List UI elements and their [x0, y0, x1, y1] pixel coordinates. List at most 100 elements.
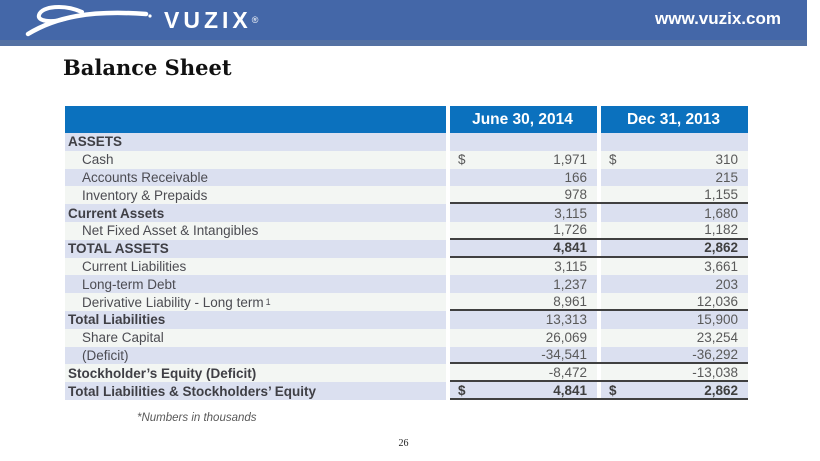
vuzix-swoosh-icon [25, 5, 152, 37]
column-gap [446, 328, 450, 347]
column-gap [446, 133, 450, 151]
column-gap [446, 106, 450, 133]
currency-symbol: $ [458, 382, 466, 398]
amount: 978 [564, 186, 587, 202]
column-gap [597, 257, 601, 276]
value-cell: 23,254 [601, 329, 748, 347]
amount: 23,254 [696, 330, 738, 346]
row-label: Share Capital [82, 330, 164, 346]
row-label: Current Liabilities [82, 258, 187, 274]
page-number: 26 [398, 438, 409, 449]
column-gap [597, 275, 601, 294]
column-gap [446, 204, 450, 222]
column-gap [446, 293, 450, 311]
column-gap [446, 168, 450, 187]
header-col-dec-2013: Dec 31, 2013 [601, 106, 748, 133]
value-cell: 2,862 [601, 240, 748, 256]
value-cell [450, 133, 597, 151]
value-cell: $2,862 [601, 382, 748, 398]
column-gap [446, 186, 450, 205]
website-url: www.vuzix.com [655, 9, 781, 28]
amount: -13,038 [692, 364, 738, 380]
row-label: Accounts Receivable [82, 169, 209, 185]
row-label: Total Liabilities & Stockholders’ Equity [68, 383, 317, 399]
row-label: ASSETS [68, 134, 123, 150]
value-cell: 1,182 [601, 222, 748, 238]
value-cell: 1,155 [601, 186, 748, 202]
row-label: Inventory & Prepaids [82, 187, 208, 203]
column-gap [597, 221, 601, 238]
column-gap [597, 186, 601, 203]
amount: 1,155 [704, 186, 738, 202]
table-row: Net Fixed Asset & Intangibles 1,726 1,182 [65, 221, 748, 240]
row-label: Derivative Liability - Long term 1 [82, 294, 271, 310]
vuzix-logo: VUZIX ® [22, 3, 258, 37]
value-cell: 1,726 [450, 222, 597, 238]
value-cell: 15,900 [601, 311, 748, 329]
table-row: ASSETS [65, 133, 748, 151]
banner-strip [0, 40, 807, 46]
currency-symbol: $ [609, 152, 617, 168]
amount: 1,237 [553, 276, 587, 292]
amount: 1,680 [704, 205, 738, 221]
value-cell: 3,115 [450, 204, 597, 222]
amount: 310 [715, 152, 738, 168]
amount: 12,036 [696, 293, 738, 309]
table-row: Inventory & Prepaids 978 1,155 [65, 186, 748, 205]
amount: 215 [715, 169, 738, 185]
value-cell: 203 [601, 275, 748, 293]
table-row: Total Liabilities & Stockholders’ Equity… [65, 382, 748, 400]
row-label: (Deficit) [82, 347, 129, 363]
value-cell: 166 [450, 169, 597, 187]
amount: 3,661 [704, 258, 738, 274]
amount: 4,841 [553, 240, 587, 256]
table-row: Current Liabilities 3,115 3,661 [65, 257, 748, 276]
column-gap [446, 346, 450, 365]
table-row: Total Liabilities 13,313 15,900 [65, 310, 748, 329]
column-gap [446, 257, 450, 276]
table-header-row: June 30, 2014 Dec 31, 2013 [65, 106, 748, 133]
column-gap [597, 239, 601, 256]
amount: -34,541 [541, 346, 587, 362]
table-row: Cash $1,971 $310 [65, 150, 748, 169]
column-gap [597, 150, 601, 169]
value-cell: 8,961 [450, 293, 597, 309]
value-cell: 215 [601, 169, 748, 187]
table-row: Current Assets 3,115 1,680 [65, 204, 748, 222]
column-gap [597, 293, 601, 309]
value-cell: 3,661 [601, 258, 748, 276]
value-cell: -36,292 [601, 347, 748, 363]
column-gap [597, 168, 601, 187]
amount: 2,862 [704, 382, 738, 398]
amount: 3,115 [554, 205, 587, 221]
currency-symbol: $ [458, 152, 466, 168]
column-gap [446, 275, 450, 294]
table-row: Share Capital 26,069 23,254 [65, 328, 748, 347]
column-gap [597, 364, 601, 381]
amount: 4,841 [553, 382, 587, 398]
amount: 13,313 [545, 312, 587, 328]
table-row: TOTAL ASSETS 4,841 2,862 [65, 239, 748, 258]
value-cell: 4,841 [450, 240, 597, 256]
column-gap [597, 382, 601, 398]
amount: 2,862 [704, 240, 738, 256]
value-cell: 1,680 [601, 204, 748, 222]
column-gap [446, 382, 450, 400]
value-cell: 13,313 [450, 311, 597, 329]
amount: 1,971 [553, 152, 587, 168]
amount: -8,472 [548, 364, 587, 380]
row-label: Total Liabilities [68, 312, 166, 328]
row-label: Net Fixed Asset & Intangibles [82, 223, 259, 239]
value-cell [601, 133, 748, 151]
brand-wordmark: VUZIX [164, 6, 252, 33]
column-gap [597, 133, 601, 151]
value-cell: -8,472 [450, 364, 597, 380]
amount: 26,069 [545, 330, 587, 346]
amount: 1,726 [553, 222, 587, 238]
currency-symbol: $ [609, 382, 617, 398]
column-gap [597, 310, 601, 329]
header-col-june-2014: June 30, 2014 [450, 106, 597, 133]
value-cell: $1,971 [450, 151, 597, 169]
amount: 8,961 [553, 293, 587, 309]
amount: 15,900 [696, 312, 738, 328]
